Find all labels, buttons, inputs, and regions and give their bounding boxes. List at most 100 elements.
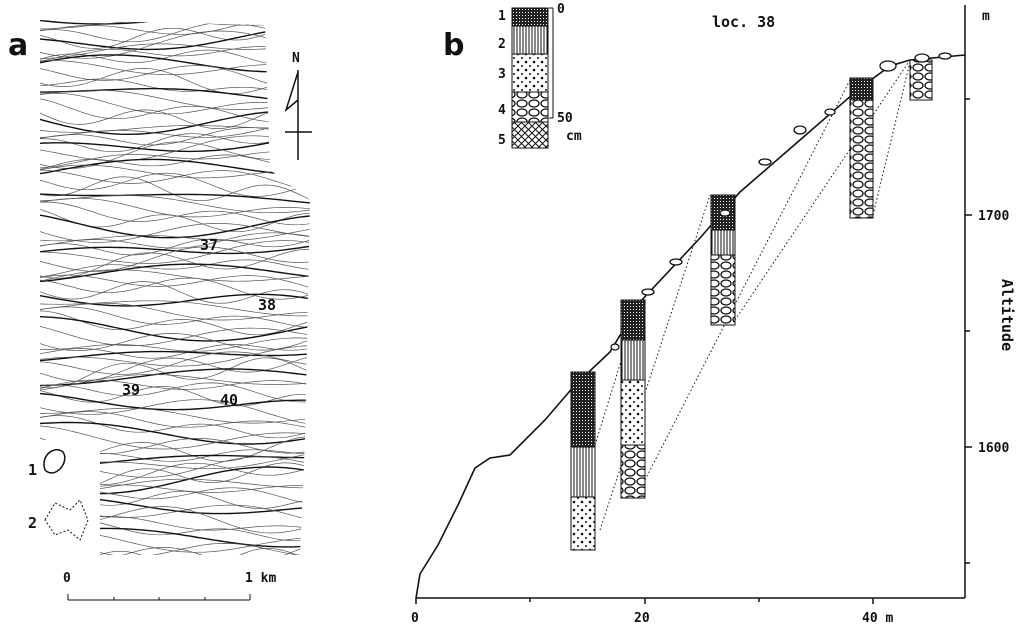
location-label: 39 [122,381,140,399]
legend-label: 4 [498,103,506,118]
y-tick-label: 1700 [978,209,1009,224]
contour-line [40,141,310,169]
legend-label: 2 [28,514,37,532]
contour-line [40,249,310,279]
contour-line [40,223,310,243]
axes [415,5,972,604]
contour-line [40,193,310,204]
contour-line [40,128,310,153]
contour-line [40,269,310,283]
location-label: 37 [200,236,218,254]
contour-line [40,490,310,509]
contour-line [40,281,310,304]
contour-line [35,559,315,570]
contour-line [40,49,310,66]
contour-line [40,274,310,290]
north-arrow: N [284,51,312,160]
legend-label: 1 [28,461,37,479]
contour-line [40,392,310,411]
legend-scale-label: cm [566,129,582,144]
contour-line [40,425,310,450]
profile [415,52,966,599]
contour-line [40,20,310,35]
x-tick-label: 20 [634,611,650,626]
contour-line [40,407,310,424]
x-tick-label: 40 m [862,611,893,626]
contour-line [40,449,310,462]
y-axis-unit: m [982,9,990,24]
legend-column [511,7,554,149]
contour-line [40,263,310,283]
legend-symbol [44,499,89,541]
contour-line [40,344,310,359]
legend-symbol [43,449,66,474]
north-label: N [292,51,300,66]
contour-line [40,487,310,505]
contour-line [40,337,310,352]
contour-line [40,109,310,135]
contour-line [40,351,310,375]
contour-line [40,22,310,43]
location-label: 40 [220,391,238,409]
contour-line [40,164,310,179]
legend-scale-label: 50 [557,111,573,126]
panel-label: b [443,28,464,63]
contour-line [40,135,310,162]
contour-line [40,151,310,169]
contour-line [40,368,310,387]
contour-line [40,195,310,214]
legend-label: 3 [498,67,506,82]
contour-line [40,399,310,426]
legend-label: 1 [498,9,506,24]
contour-line [40,213,310,239]
contour-line [40,462,310,485]
contour-line [40,154,310,172]
y-axis-label: Altitude [998,279,1016,351]
location-title: loc. 38 [712,13,775,31]
contour-line [40,411,310,430]
contour-line [40,197,310,218]
contour-line [40,20,310,25]
contour-line [40,134,310,153]
contour-line [40,386,310,407]
contour-line [40,201,310,226]
contour-map [35,20,315,570]
contour-line [40,300,310,317]
x-tick-label: 0 [411,611,419,626]
contour-line [40,355,310,382]
contour-line [40,350,310,362]
contour-line [40,293,310,307]
contour-line [40,232,310,249]
contour-line [40,357,310,389]
contour-line [40,516,310,531]
contour-line [40,240,310,264]
contour-line [40,259,310,278]
y-tick-label: 1600 [978,441,1009,456]
contour-line [40,345,310,367]
legend-label: 5 [498,133,506,148]
contour-line [40,415,310,439]
contour-line [40,54,310,73]
contour-line [40,244,310,255]
contour-line [40,421,310,445]
contour-line [40,315,310,342]
contour-line [40,333,310,351]
scale-label: 1 km [245,571,276,586]
contour-line [40,382,310,403]
location-label: 38 [258,296,276,314]
legend-label: 2 [498,37,506,52]
contour-line [40,302,310,321]
contour-line [40,379,310,391]
panel-label: a [8,28,28,63]
contour-line [40,277,310,300]
contour-line [40,306,310,329]
contour-line [40,89,310,110]
contour-line [40,503,310,523]
contour-line [40,324,310,347]
contour-line [40,238,310,256]
contour-line [40,496,310,515]
contour-line [40,543,310,555]
contour-line [40,374,310,391]
scale-bar [67,594,251,601]
